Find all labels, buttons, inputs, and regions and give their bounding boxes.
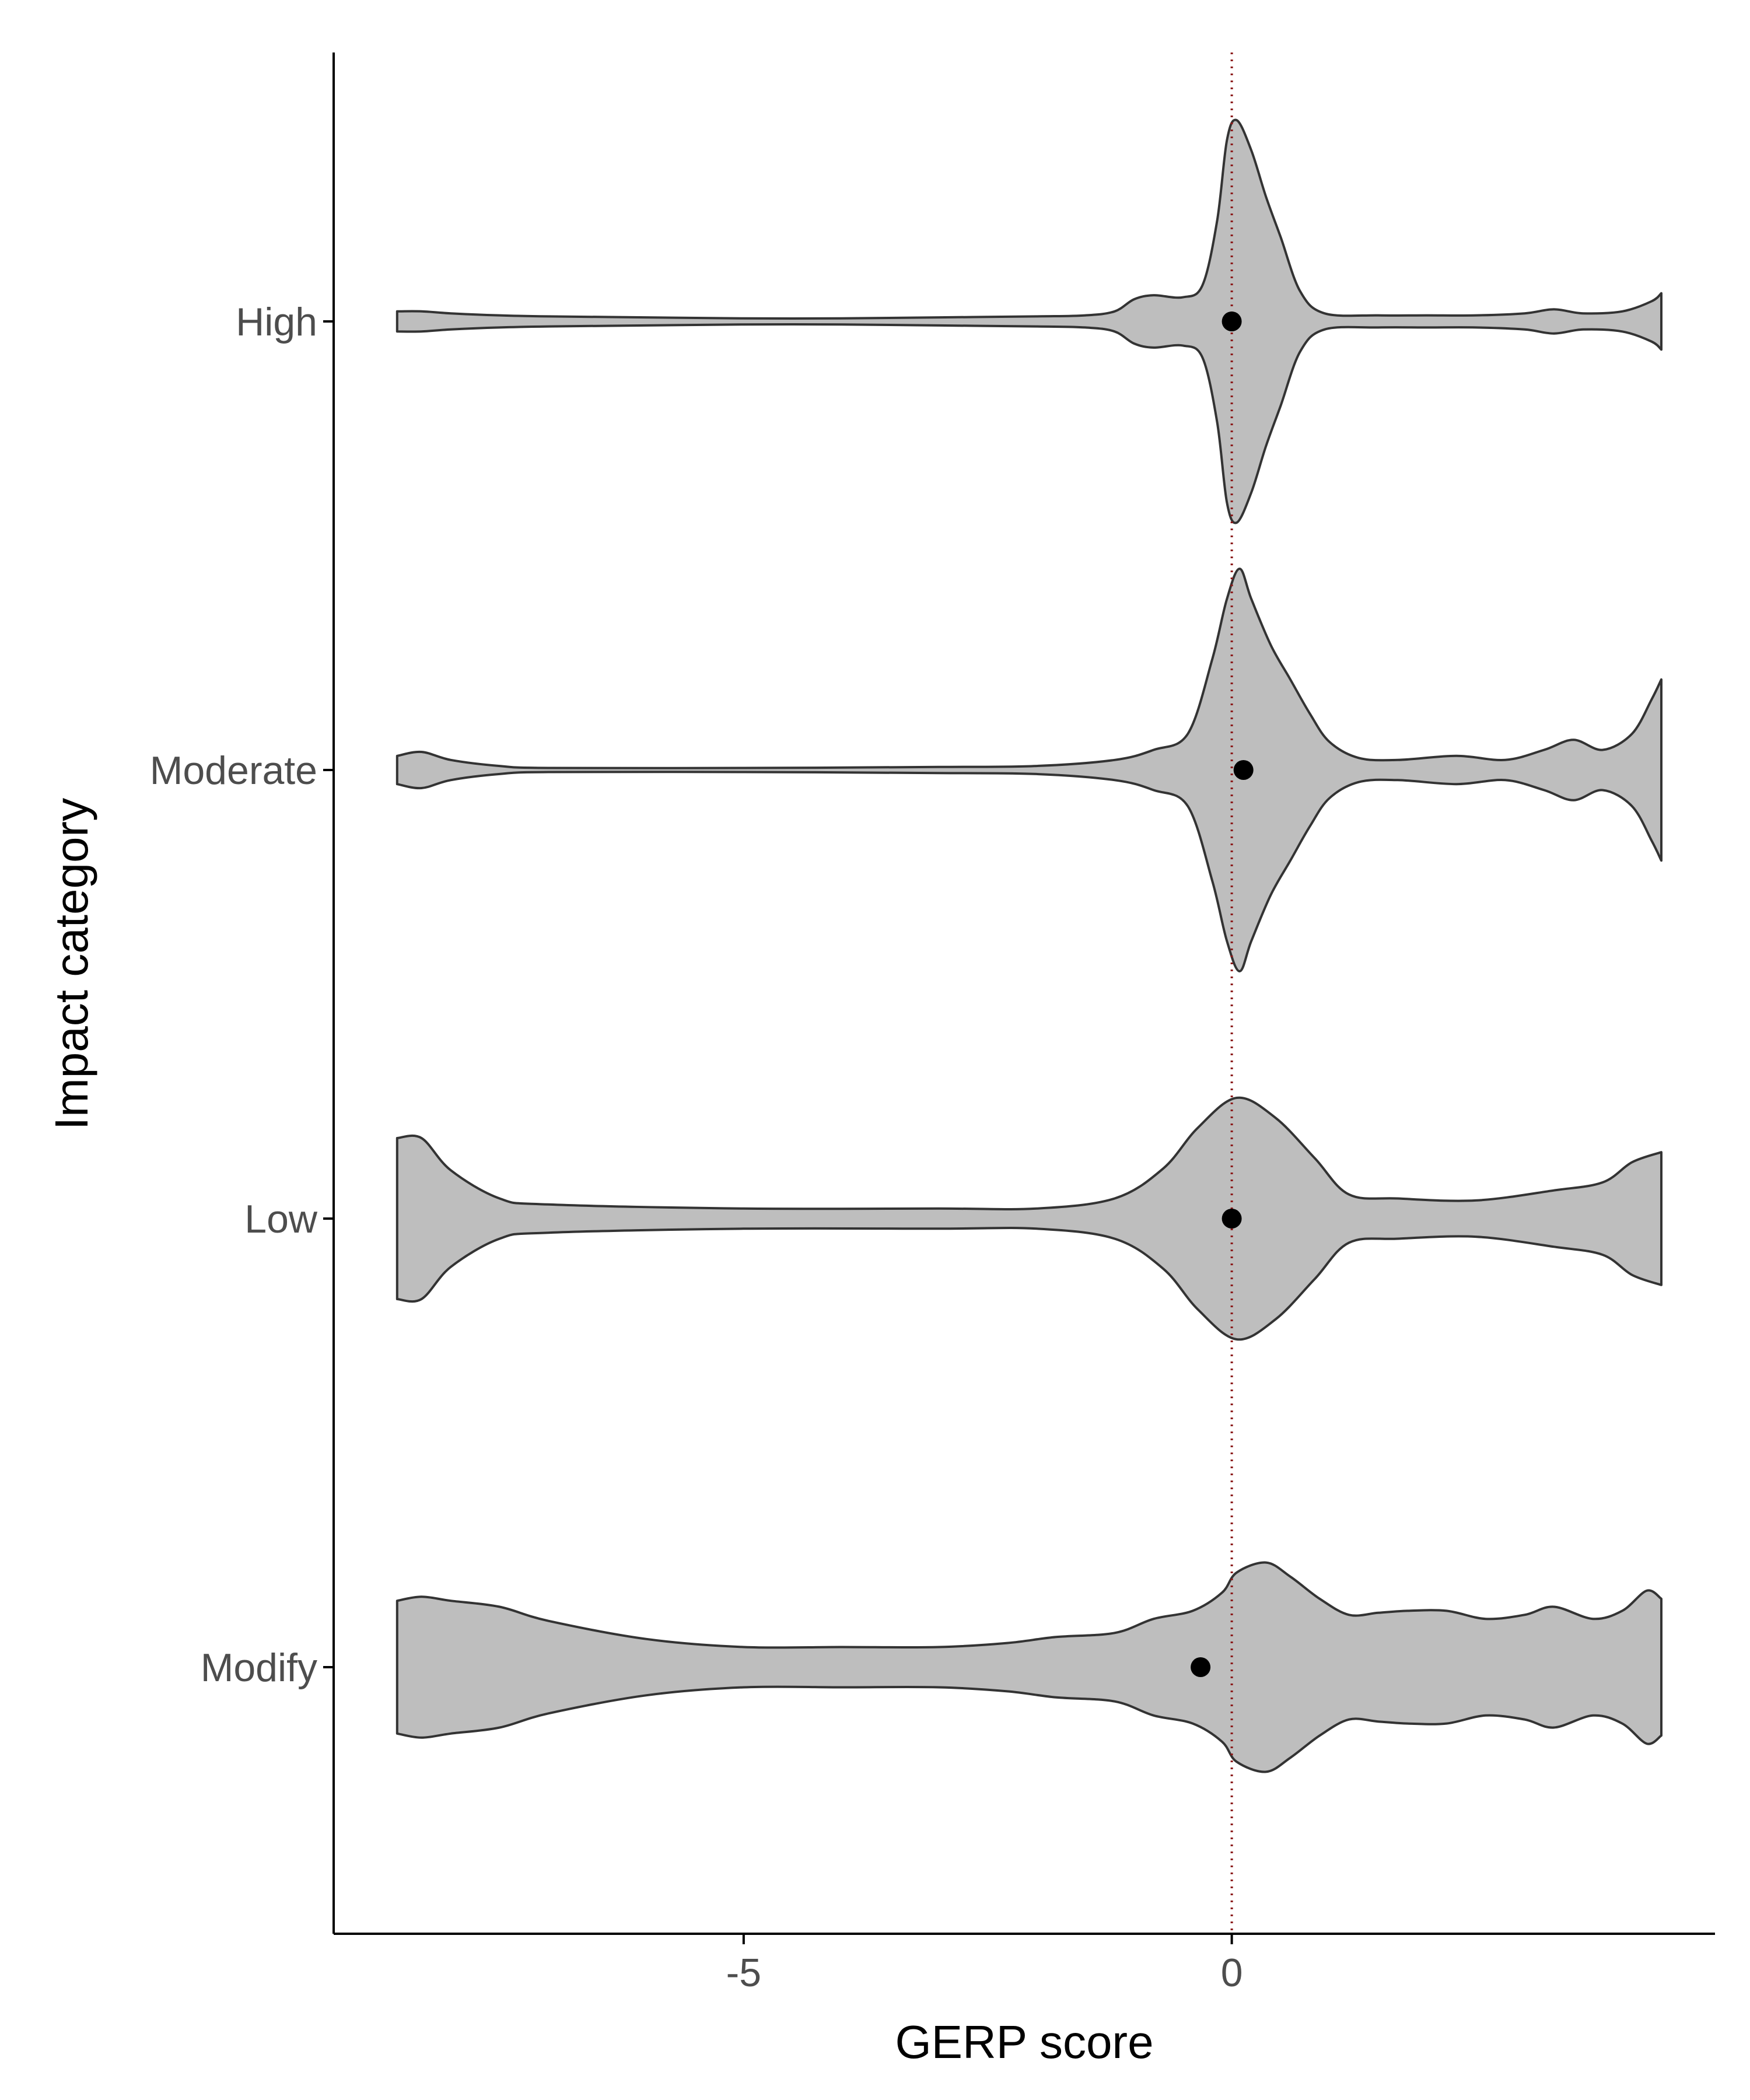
medians-layer [1191,312,1254,1677]
y-tick-label-moderate: Moderate [150,748,317,793]
violin-low [396,1096,1662,1341]
x-axis-ticks: -5 0 [726,1934,1243,1995]
median-point-high [1222,312,1242,331]
median-point-moderate [1233,760,1254,780]
y-tick-label-low: Low [244,1197,318,1241]
median-point-low [1222,1209,1242,1228]
y-axis-ticks: High Moderate Low Modify [150,300,334,1690]
violins-layer [396,118,1662,1773]
x-tick-label-neg5: -5 [726,1951,761,1995]
x-tick-label-0: 0 [1221,1951,1243,1995]
violin-modify [396,1561,1662,1773]
violin-moderate [396,568,1662,972]
median-point-modify [1191,1657,1211,1677]
x-axis-title: GERP score [895,2016,1153,2068]
y-axis-title: Impact category [46,798,97,1130]
y-tick-label-high: High [236,300,317,344]
y-tick-label-modify: Modify [201,1646,317,1690]
violin-high [396,118,1662,524]
